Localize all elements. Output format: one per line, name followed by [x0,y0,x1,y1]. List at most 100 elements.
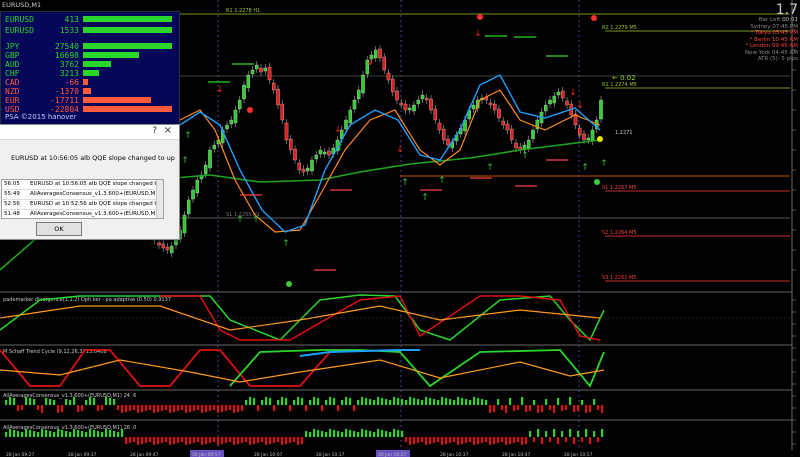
candle-body [305,167,310,172]
histogram-bar [465,399,468,405]
histogram-bar [373,400,376,405]
candle-body [586,137,591,141]
close-button[interactable]: × [163,125,172,136]
histogram-bar [389,400,392,405]
histogram-bar [597,405,600,410]
alert-row[interactable]: 51:48 AllAveragesConsensus_v1.3.600+(EURU… [2,210,163,218]
down-arrow-icon: ↓ [569,88,577,98]
alert-titlebar[interactable]: ? × [0,125,179,140]
ma-fast-line [179,74,601,233]
histogram-bar [109,430,112,437]
histogram-bar [369,431,372,437]
histogram-bar [193,437,196,443]
up-arrow-icon: ↑ [181,156,189,166]
histogram-bar [297,437,300,445]
histogram-bar [45,398,48,405]
strength-row: AUD 3762 [5,60,177,69]
histogram-bar [581,400,584,405]
histogram-bar [401,399,404,405]
strength-currency: EURUSD [5,26,34,35]
down-arrow-icon: ↓ [396,145,404,155]
level-label: S1 1.2265 H1 [226,212,260,218]
candle-body [225,124,229,130]
candle-body [284,122,289,141]
histogram-bar [129,437,132,443]
histogram-bar [41,405,44,413]
strength-value: -17711 [50,96,79,105]
histogram-bar [89,397,92,405]
level-label: S3 1.2261 M5 [602,275,637,281]
histogram-bar [481,399,484,405]
subwindow-divergence[interactable]: pademarker divergence(1,1.2) Dph.ker - p… [0,294,792,342]
histogram-bar [269,437,272,444]
candle-body [327,150,331,156]
subwindow-consensus-2[interactable]: AllAveragesConsensus_v1.3.600+(EURUSD,M1… [3,425,604,445]
strength-currency: CAD [5,78,20,87]
bar-left-row: Bar Left 00:01 [730,17,798,24]
histogram-bar [213,437,216,442]
alert-list-scrollbar[interactable] [156,180,163,218]
down-arrow-icon: ↓ [576,101,584,111]
alert-dialog[interactable]: ? × EURUSD at 10:56:05 alb QQE slope cha… [0,124,180,240]
histogram-bar [93,398,96,405]
candle-body [169,245,174,254]
histogram-bar [301,437,304,444]
histogram-bar [165,405,168,410]
histogram-bar [5,432,8,437]
candle-body [314,154,318,160]
candle-body [237,99,242,110]
histogram-bar [149,405,152,410]
histogram-bar [321,405,324,411]
histogram-bar [73,397,76,405]
candle-body [437,122,442,131]
ok-button[interactable]: OK [36,222,82,236]
alert-row[interactable]: 52:56 EURUSD at 10:52:56 alb QQE slope ch… [2,200,163,210]
alert-row-message: AllAveragesConsensus_v1.3.600+(EURUSD,M1… [30,211,156,217]
entry-dot [597,136,603,142]
histogram-bar [205,405,208,412]
bar-left-label: Bar Left [758,17,781,23]
alert-history-list[interactable]: 56:05 EURUSD at 10:56:05 alb QQE slope ch… [1,179,164,219]
subwindow-schaff[interactable]: M Schaff Trend Cycle (9,12,26,3) 13.0408 [0,349,605,388]
time-label: 28 Jan 10:37 [440,452,469,457]
histogram-bar [357,400,360,405]
subwindow-consensus-1[interactable]: AllAveragesConsensus_v1.3.600+(EURUSD,M1… [3,393,604,413]
histogram-bar [449,399,452,405]
histogram-bar [593,431,596,437]
histogram-bar [313,397,316,405]
histogram-bar [53,400,56,405]
candle-body [165,246,170,251]
candle-body [182,214,187,234]
histogram-bar [477,398,480,405]
strength-bar [83,97,151,103]
histogram-bar [281,397,284,405]
histogram-bar [345,429,348,437]
time-label: 28 Jan 09:37 [68,452,97,457]
candle-body [390,78,395,93]
divergence-red-line [160,295,601,341]
time-label: 28 Jan 09:27 [6,452,35,457]
alert-row-message: EURUSD at 10:56:05 alb QQE slope changed… [30,181,156,187]
histogram-bar [153,405,156,413]
alert-row[interactable]: 56:05 EURUSD at 10:56:05 alb QQE slope ch… [2,180,163,190]
histogram-bar [589,405,592,412]
histogram-bar [325,432,328,437]
subwindow-title: pademarker divergence(1,1.2) Dph.ker - p… [3,297,171,303]
histogram-bar [529,431,532,437]
histogram-bar [285,437,288,444]
time-highlight [190,450,224,457]
histogram-bar [373,432,376,437]
histogram-bar [585,405,588,413]
histogram-bar [449,437,452,443]
help-button[interactable]: ? [152,126,157,136]
candle-body [412,104,416,112]
histogram-bar [461,437,464,444]
up-arrow-icon: ↑ [521,151,529,161]
alert-row[interactable]: 55:49 AllAveragesConsensus_v1.3.600+(EURU… [2,190,163,200]
candle-body [242,84,246,100]
histogram-bar [537,429,540,437]
candle-body [433,108,437,121]
histogram-bar [601,405,604,413]
strength-value: 3213 [59,69,79,78]
chart-symbol-title: EURUSD,M1 [2,1,42,9]
